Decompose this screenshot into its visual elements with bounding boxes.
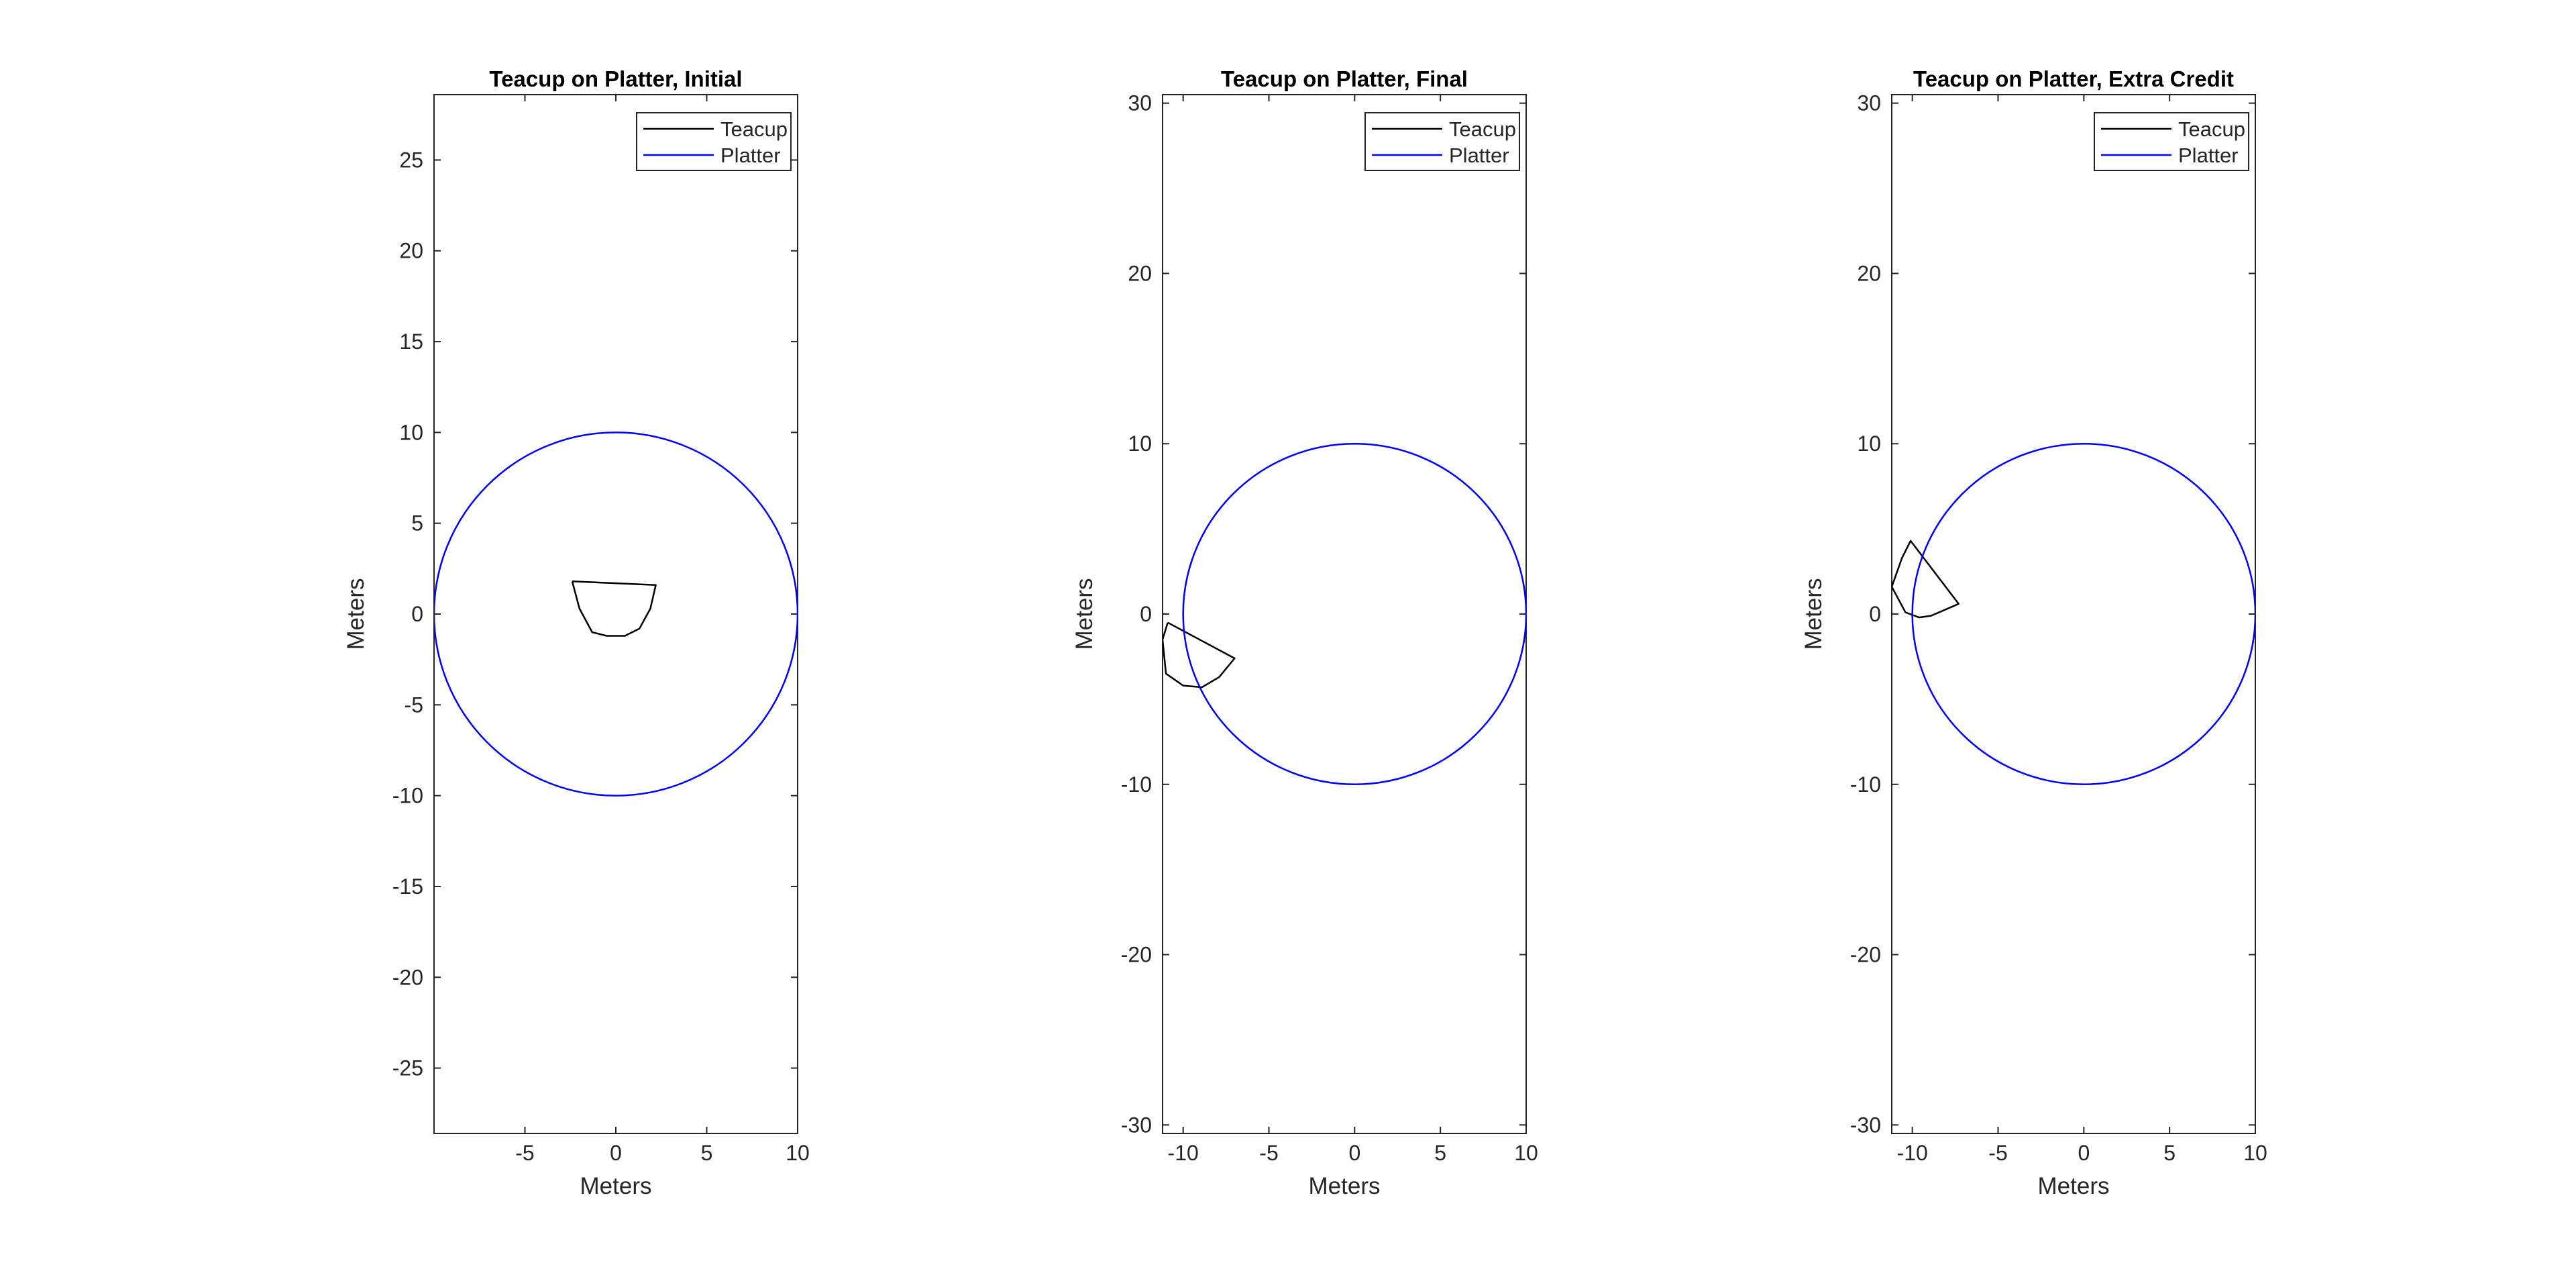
x-tick-label: -5 — [515, 1141, 534, 1165]
y-axis-label: Meters — [343, 578, 369, 650]
legend: Teacup Platter — [636, 112, 792, 171]
y-tick-label: 10 — [1857, 432, 1881, 456]
y-tick-label: -20 — [392, 965, 423, 989]
y-tick-label: 0 — [1140, 602, 1152, 626]
y-tick-label: -10 — [1850, 772, 1881, 797]
x-axis-label: Meters — [2038, 1173, 2110, 1199]
x-tick-label: -5 — [1259, 1141, 1278, 1165]
x-tick-label: 10 — [1514, 1141, 1538, 1165]
y-tick-label: 10 — [1128, 432, 1152, 456]
y-tick-label: 30 — [1857, 91, 1881, 115]
y-tick-label: -20 — [1850, 943, 1881, 967]
x-axis-label: Meters — [1309, 1173, 1381, 1199]
legend: Teacup Platter — [1364, 112, 1520, 171]
y-tick-label: 5 — [411, 511, 423, 536]
chart-title: Teacup on Platter, Initial — [489, 66, 742, 91]
platter-line — [434, 432, 798, 797]
teacup-line — [1892, 540, 1960, 619]
x-tick-label: 5 — [2163, 1141, 2176, 1165]
y-axis-label: Meters — [1071, 578, 1097, 650]
legend-entry: Teacup — [720, 117, 788, 141]
x-tick-label: -10 — [1897, 1141, 1928, 1165]
axes-box — [433, 94, 798, 1134]
chart-title: Teacup on Platter, Final — [1221, 66, 1468, 91]
x-tick-label: 10 — [2243, 1141, 2267, 1165]
y-tick-label: 15 — [399, 330, 423, 354]
y-tick-label: 30 — [1128, 91, 1152, 115]
teacup-line — [571, 580, 657, 637]
y-tick-label: 25 — [399, 148, 423, 172]
y-tick-label: 20 — [399, 239, 423, 263]
y-tick-label: 0 — [411, 602, 423, 626]
legend-box — [1364, 112, 1520, 171]
y-tick-label: -30 — [1121, 1113, 1152, 1137]
legend-box — [2094, 112, 2249, 171]
y-tick-label: -5 — [405, 693, 423, 717]
y-tick-label: 20 — [1128, 261, 1152, 285]
x-tick-label: 0 — [2078, 1141, 2090, 1165]
chart-panel-1: -5 0 5 10 -25 -20 -15 -10 -5 0 5 10 15 20 25 Teacup on … — [343, 66, 810, 1199]
legend: Teacup Platter — [2094, 112, 2249, 171]
x-tick-label: 10 — [786, 1141, 810, 1165]
y-axis-label: Meters — [1801, 578, 1827, 650]
legend-entry: Teacup — [1449, 117, 1516, 141]
axes-box — [1891, 94, 2256, 1134]
chart-panel-3: -10 -5 0 5 10 -30 -20 -10 0 10 20 30 Teacup on Platt… — [1801, 66, 2267, 1199]
x-tick-label: 5 — [1434, 1141, 1446, 1165]
y-tick-label: -25 — [392, 1056, 423, 1080]
legend-entry: Platter — [720, 144, 781, 167]
teacup-line — [1163, 621, 1236, 689]
plot-area — [1892, 443, 2255, 785]
plot-area — [434, 432, 798, 797]
platter-line — [1182, 443, 1526, 785]
legend-entry: Platter — [1449, 144, 1509, 167]
legend-entry: Platter — [2178, 144, 2239, 167]
platter-line — [1911, 443, 2255, 785]
plot-area — [1163, 443, 1526, 785]
x-tick-label: 0 — [1348, 1141, 1360, 1165]
legend-box — [636, 112, 792, 171]
y-tick-label: -20 — [1121, 943, 1152, 967]
x-tick-label: 5 — [701, 1141, 713, 1165]
y-tick-label: -15 — [392, 874, 423, 899]
y-tick-label: -30 — [1850, 1113, 1881, 1137]
x-tick-label: -10 — [1168, 1141, 1199, 1165]
y-tick-label: -10 — [392, 784, 423, 808]
x-tick-label: -5 — [1988, 1141, 2007, 1165]
y-tick-label: -10 — [1121, 772, 1152, 797]
chart-panel-2: -10 -5 0 5 10 -30 -20 -10 0 10 20 30 Teacup on Platt… — [1071, 66, 1538, 1199]
x-tick-label: 0 — [610, 1141, 622, 1165]
axes-box — [1162, 94, 1527, 1134]
legend-entry: Teacup — [2178, 117, 2245, 141]
y-tick-label: 20 — [1857, 261, 1881, 285]
y-tick-label: 10 — [399, 420, 423, 444]
y-tick-label: 0 — [1869, 602, 1881, 626]
chart-title: Teacup on Platter, Extra Credit — [1913, 66, 2234, 91]
x-axis-label: Meters — [580, 1173, 652, 1199]
